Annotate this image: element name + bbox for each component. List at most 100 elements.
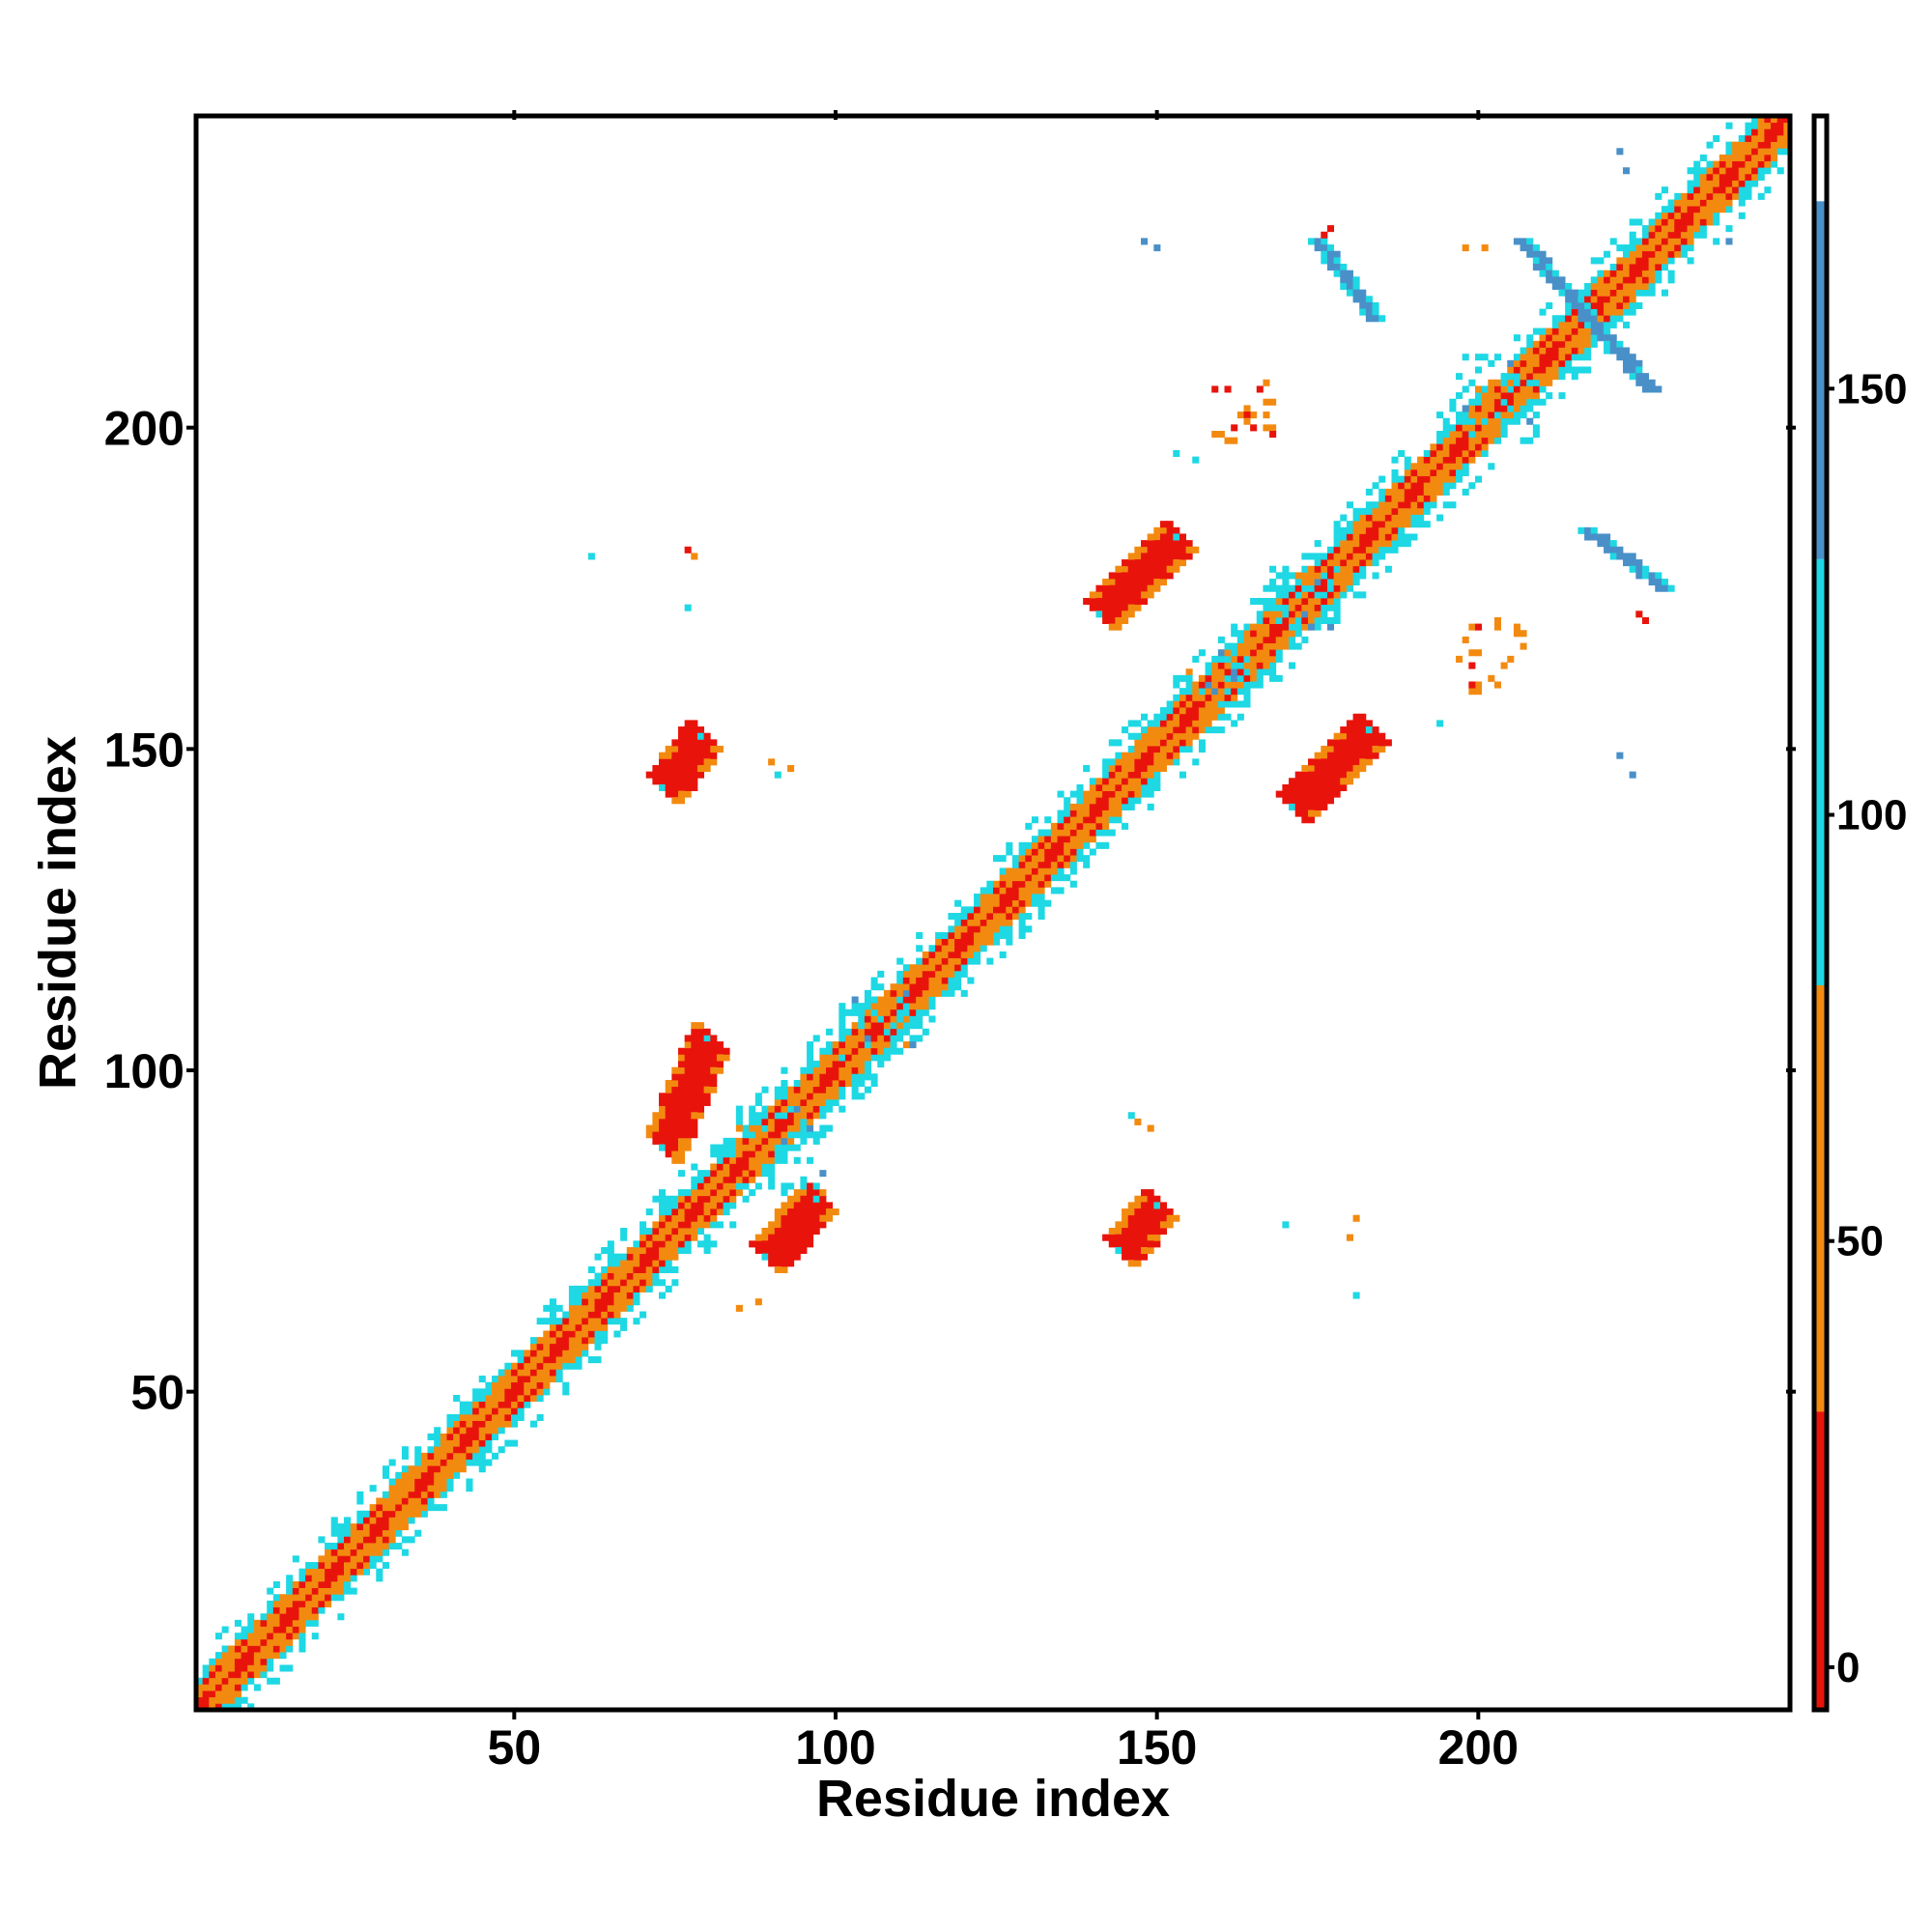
- heatmap-cell: [665, 771, 672, 779]
- heatmap-cell: [1352, 771, 1360, 779]
- heatmap-cell: [1481, 244, 1489, 252]
- heatmap-cell: [562, 1343, 570, 1350]
- heatmap-cell: [671, 758, 679, 766]
- heatmap-cell: [684, 1054, 692, 1062]
- heatmap-cell: [870, 1054, 878, 1062]
- heatmap-cell: [1584, 347, 1592, 355]
- heatmap-cell: [858, 1073, 866, 1081]
- heatmap-cell: [787, 764, 795, 773]
- heatmap-cell: [1391, 488, 1399, 496]
- heatmap-cell: [1655, 264, 1662, 271]
- heatmap-cell: [196, 1696, 204, 1704]
- heatmap-cell: [1488, 417, 1495, 425]
- heatmap-cell: [1577, 334, 1585, 342]
- heatmap-cell: [1025, 880, 1033, 888]
- heatmap-cell: [1667, 199, 1675, 207]
- heatmap-cell: [1340, 276, 1348, 284]
- heatmap-cell: [1263, 611, 1270, 618]
- heatmap-cell: [703, 764, 711, 773]
- heatmap-cell: [1166, 521, 1174, 528]
- heatmap-cell: [1481, 449, 1489, 458]
- heatmap-cell: [1539, 398, 1547, 406]
- heatmap-cell: [723, 1208, 730, 1216]
- heatmap-cell: [1147, 1195, 1154, 1203]
- heatmap-cell: [1577, 321, 1585, 328]
- heatmap-cell: [1468, 482, 1476, 490]
- heatmap-cell: [1173, 726, 1180, 734]
- heatmap-cell: [1488, 424, 1495, 432]
- heatmap-cell: [659, 1112, 667, 1120]
- heatmap-cell: [253, 1664, 261, 1672]
- heatmap-cell: [691, 1163, 698, 1171]
- heatmap-cell: [440, 1485, 447, 1492]
- heatmap-cell: [1468, 649, 1476, 657]
- heatmap-cell: [1211, 668, 1219, 676]
- heatmap-cell: [999, 894, 1007, 901]
- heatmap-cell: [1520, 392, 1527, 400]
- heatmap-cell: [1294, 584, 1302, 592]
- heatmap-cell: [620, 1228, 628, 1236]
- heatmap-cell: [1147, 533, 1154, 541]
- heatmap-cell: [1224, 642, 1232, 650]
- heatmap-cell: [864, 1073, 871, 1081]
- heatmap-cell: [974, 945, 981, 952]
- heatmap-cell: [337, 1580, 345, 1588]
- heatmap-cell: [1011, 874, 1020, 882]
- heatmap-cell: [1513, 379, 1520, 386]
- heatmap-cell: [1263, 379, 1270, 386]
- heatmap-cell: [677, 1214, 686, 1222]
- heatmap-cell: [793, 1221, 801, 1229]
- heatmap-cell: [1089, 797, 1096, 805]
- heatmap-cell: [696, 732, 704, 740]
- heatmap-cell: [1166, 1214, 1174, 1222]
- heatmap-cell: [1430, 488, 1437, 496]
- heatmap-cell: [1623, 276, 1631, 284]
- heatmap-cell: [1340, 565, 1348, 573]
- heatmap-cell: [1571, 327, 1578, 335]
- heatmap-cell: [1436, 514, 1444, 522]
- heatmap-cell: [1442, 431, 1450, 439]
- heatmap-cell: [1108, 623, 1116, 631]
- heatmap-cell: [1037, 867, 1045, 875]
- heatmap-cell: [716, 1221, 724, 1229]
- heatmap-cell: [1115, 778, 1122, 785]
- heatmap-cell: [1256, 662, 1264, 669]
- heatmap-cell: [677, 764, 686, 773]
- heatmap-cell: [877, 970, 885, 978]
- heatmap-cell: [517, 1376, 525, 1383]
- heatmap-cell: [594, 1311, 602, 1319]
- heatmap-cell: [1507, 385, 1515, 393]
- heatmap-cell: [703, 758, 711, 766]
- heatmap-cell: [292, 1613, 299, 1621]
- heatmap-cell: [543, 1369, 551, 1377]
- heatmap-cell: [1179, 746, 1186, 753]
- heatmap-cell: [1102, 822, 1110, 830]
- heatmap-cell: [1667, 270, 1675, 277]
- heatmap-cell: [1629, 244, 1636, 252]
- heatmap-cell: [1340, 282, 1348, 291]
- heatmap-cell: [1159, 540, 1168, 548]
- heatmap-cell: [1321, 778, 1328, 785]
- heatmap-cell: [1159, 720, 1168, 727]
- heatmap-cell: [1590, 296, 1598, 303]
- heatmap-cell: [241, 1638, 248, 1646]
- heatmap-cell: [575, 1292, 582, 1299]
- heatmap-cell: [1243, 674, 1251, 682]
- heatmap-cell: [768, 1131, 776, 1139]
- heatmap-cell: [716, 1182, 724, 1190]
- heatmap-cell: [1141, 597, 1149, 606]
- heatmap-cell: [511, 1381, 519, 1389]
- heatmap-cell: [812, 1137, 820, 1145]
- heatmap-cell: [318, 1600, 326, 1607]
- heatmap-cell: [890, 1047, 897, 1055]
- heatmap-cell: [691, 1047, 698, 1055]
- heatmap-cell: [298, 1638, 306, 1646]
- heatmap-cell: [761, 1105, 769, 1113]
- heatmap-cell: [1359, 565, 1367, 573]
- heatmap-cell: [298, 1587, 306, 1595]
- heatmap-cell: [954, 964, 962, 972]
- heatmap-cell: [1372, 507, 1379, 515]
- heatmap-cell: [620, 1304, 628, 1312]
- heatmap-cell: [1037, 861, 1045, 868]
- heatmap-cell: [1326, 565, 1335, 573]
